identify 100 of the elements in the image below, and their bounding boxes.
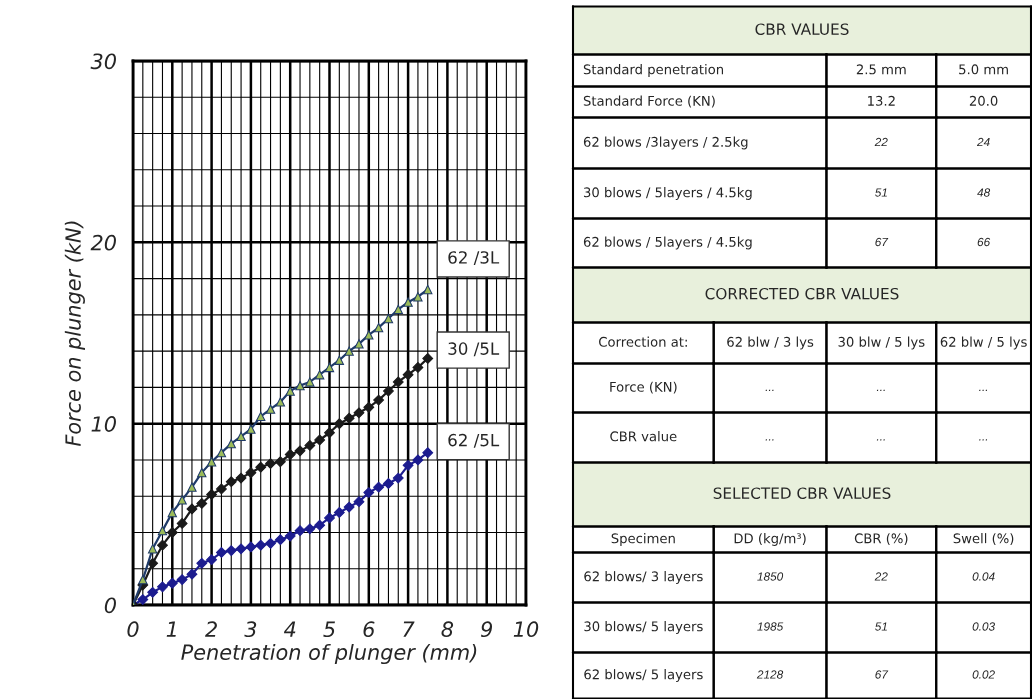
point <box>215 483 227 495</box>
point <box>373 481 385 493</box>
point <box>354 339 364 349</box>
point <box>166 527 178 538</box>
x-tick-label: 1 <box>166 621 176 637</box>
x-tick-label: 10 <box>513 621 539 638</box>
text: Specimen <box>611 533 675 546</box>
y-tick-label: 0 <box>104 597 116 614</box>
point <box>187 482 197 492</box>
text: 2.5 mm <box>856 64 906 75</box>
point <box>422 352 434 364</box>
text: 30 blows/ 5 layers <box>584 621 703 634</box>
point <box>333 418 345 430</box>
text: SELECTED CBR VALUES <box>713 487 891 499</box>
x-axis-title: Penetration of plunger (mm) <box>181 643 477 665</box>
text: CBR (%) <box>854 533 908 545</box>
point <box>353 496 365 508</box>
point <box>255 461 267 473</box>
point <box>157 581 168 593</box>
y-tick-label: 30 <box>90 53 116 70</box>
text: 62 blows / 5layers / 4.5kg <box>583 236 752 250</box>
text: 51 <box>875 188 887 197</box>
y-tick-label: 20 <box>90 234 116 251</box>
point <box>392 472 404 484</box>
text: ... <box>876 389 885 392</box>
point <box>344 346 354 356</box>
x-tick-label: 4 <box>283 621 296 637</box>
point <box>216 447 227 458</box>
point <box>206 457 217 467</box>
text: 1985 <box>757 622 784 631</box>
point <box>245 467 257 479</box>
point <box>314 519 326 531</box>
text: 13.2 <box>868 95 895 106</box>
point <box>343 412 355 424</box>
point <box>225 545 237 557</box>
point <box>334 355 345 365</box>
text: CBR value <box>610 431 677 442</box>
text: 30 blows / 5layers / 4.5kg <box>583 187 752 200</box>
point <box>294 445 306 457</box>
text: 51 <box>875 622 887 631</box>
x-tick-label: 9 <box>480 621 493 638</box>
series-label: 30 /5L <box>448 342 500 357</box>
text: 62 blows /3layers / 2.5kg <box>583 136 748 150</box>
point <box>235 472 247 484</box>
point <box>197 467 207 478</box>
text: 24 <box>976 137 990 147</box>
point <box>422 447 434 459</box>
text: Standard penetration <box>583 64 724 77</box>
text: 48 <box>977 188 991 197</box>
point <box>225 476 237 488</box>
point <box>412 362 424 373</box>
point <box>265 458 276 469</box>
point <box>423 284 433 295</box>
x-tick-label: 5 <box>323 621 335 638</box>
point <box>412 454 424 466</box>
text: 2128 <box>756 670 784 679</box>
x-tick-label: 0 <box>127 621 139 638</box>
series-label: 62 /3L <box>448 251 500 266</box>
point <box>363 487 375 498</box>
point <box>304 523 316 535</box>
x-tick-label: 6 <box>363 621 375 638</box>
point <box>265 404 276 414</box>
point <box>256 411 266 422</box>
point <box>373 394 385 406</box>
point <box>215 546 227 558</box>
series-label: 62 /5L <box>448 433 500 448</box>
point <box>274 456 286 468</box>
text: 22 <box>874 137 888 147</box>
text: 0.02 <box>972 670 995 679</box>
point <box>137 594 149 605</box>
text: DD (kg/m³) <box>734 533 806 546</box>
text: 62 blows/ 5 layers <box>584 669 703 682</box>
x-tick-label: 2 <box>205 621 217 637</box>
point <box>166 577 178 589</box>
point <box>138 574 148 585</box>
point <box>353 407 365 419</box>
point <box>383 313 394 324</box>
point <box>274 534 286 546</box>
text: 62 blw / 5 lys <box>940 336 1027 350</box>
text: 30 blw / 5 lys <box>838 336 925 350</box>
x-tick-label: 8 <box>441 621 454 638</box>
y-axis-title: Force on plunger (kN) <box>64 221 85 447</box>
text: 66 <box>977 237 991 247</box>
point <box>275 397 286 407</box>
text: 20.0 <box>969 95 998 106</box>
text: Correction at: <box>599 336 687 347</box>
text: Swell (%) <box>953 533 1014 545</box>
point <box>206 488 218 500</box>
text: ... <box>765 389 774 392</box>
point <box>147 557 159 569</box>
point <box>176 574 188 586</box>
point <box>333 507 345 518</box>
text: 67 <box>875 237 889 247</box>
point <box>402 369 414 381</box>
point <box>392 376 404 388</box>
point <box>383 478 394 489</box>
text: 67 <box>875 670 889 679</box>
text: 0.03 <box>972 622 995 631</box>
point <box>314 370 325 380</box>
text: Force (KN) <box>610 381 677 394</box>
